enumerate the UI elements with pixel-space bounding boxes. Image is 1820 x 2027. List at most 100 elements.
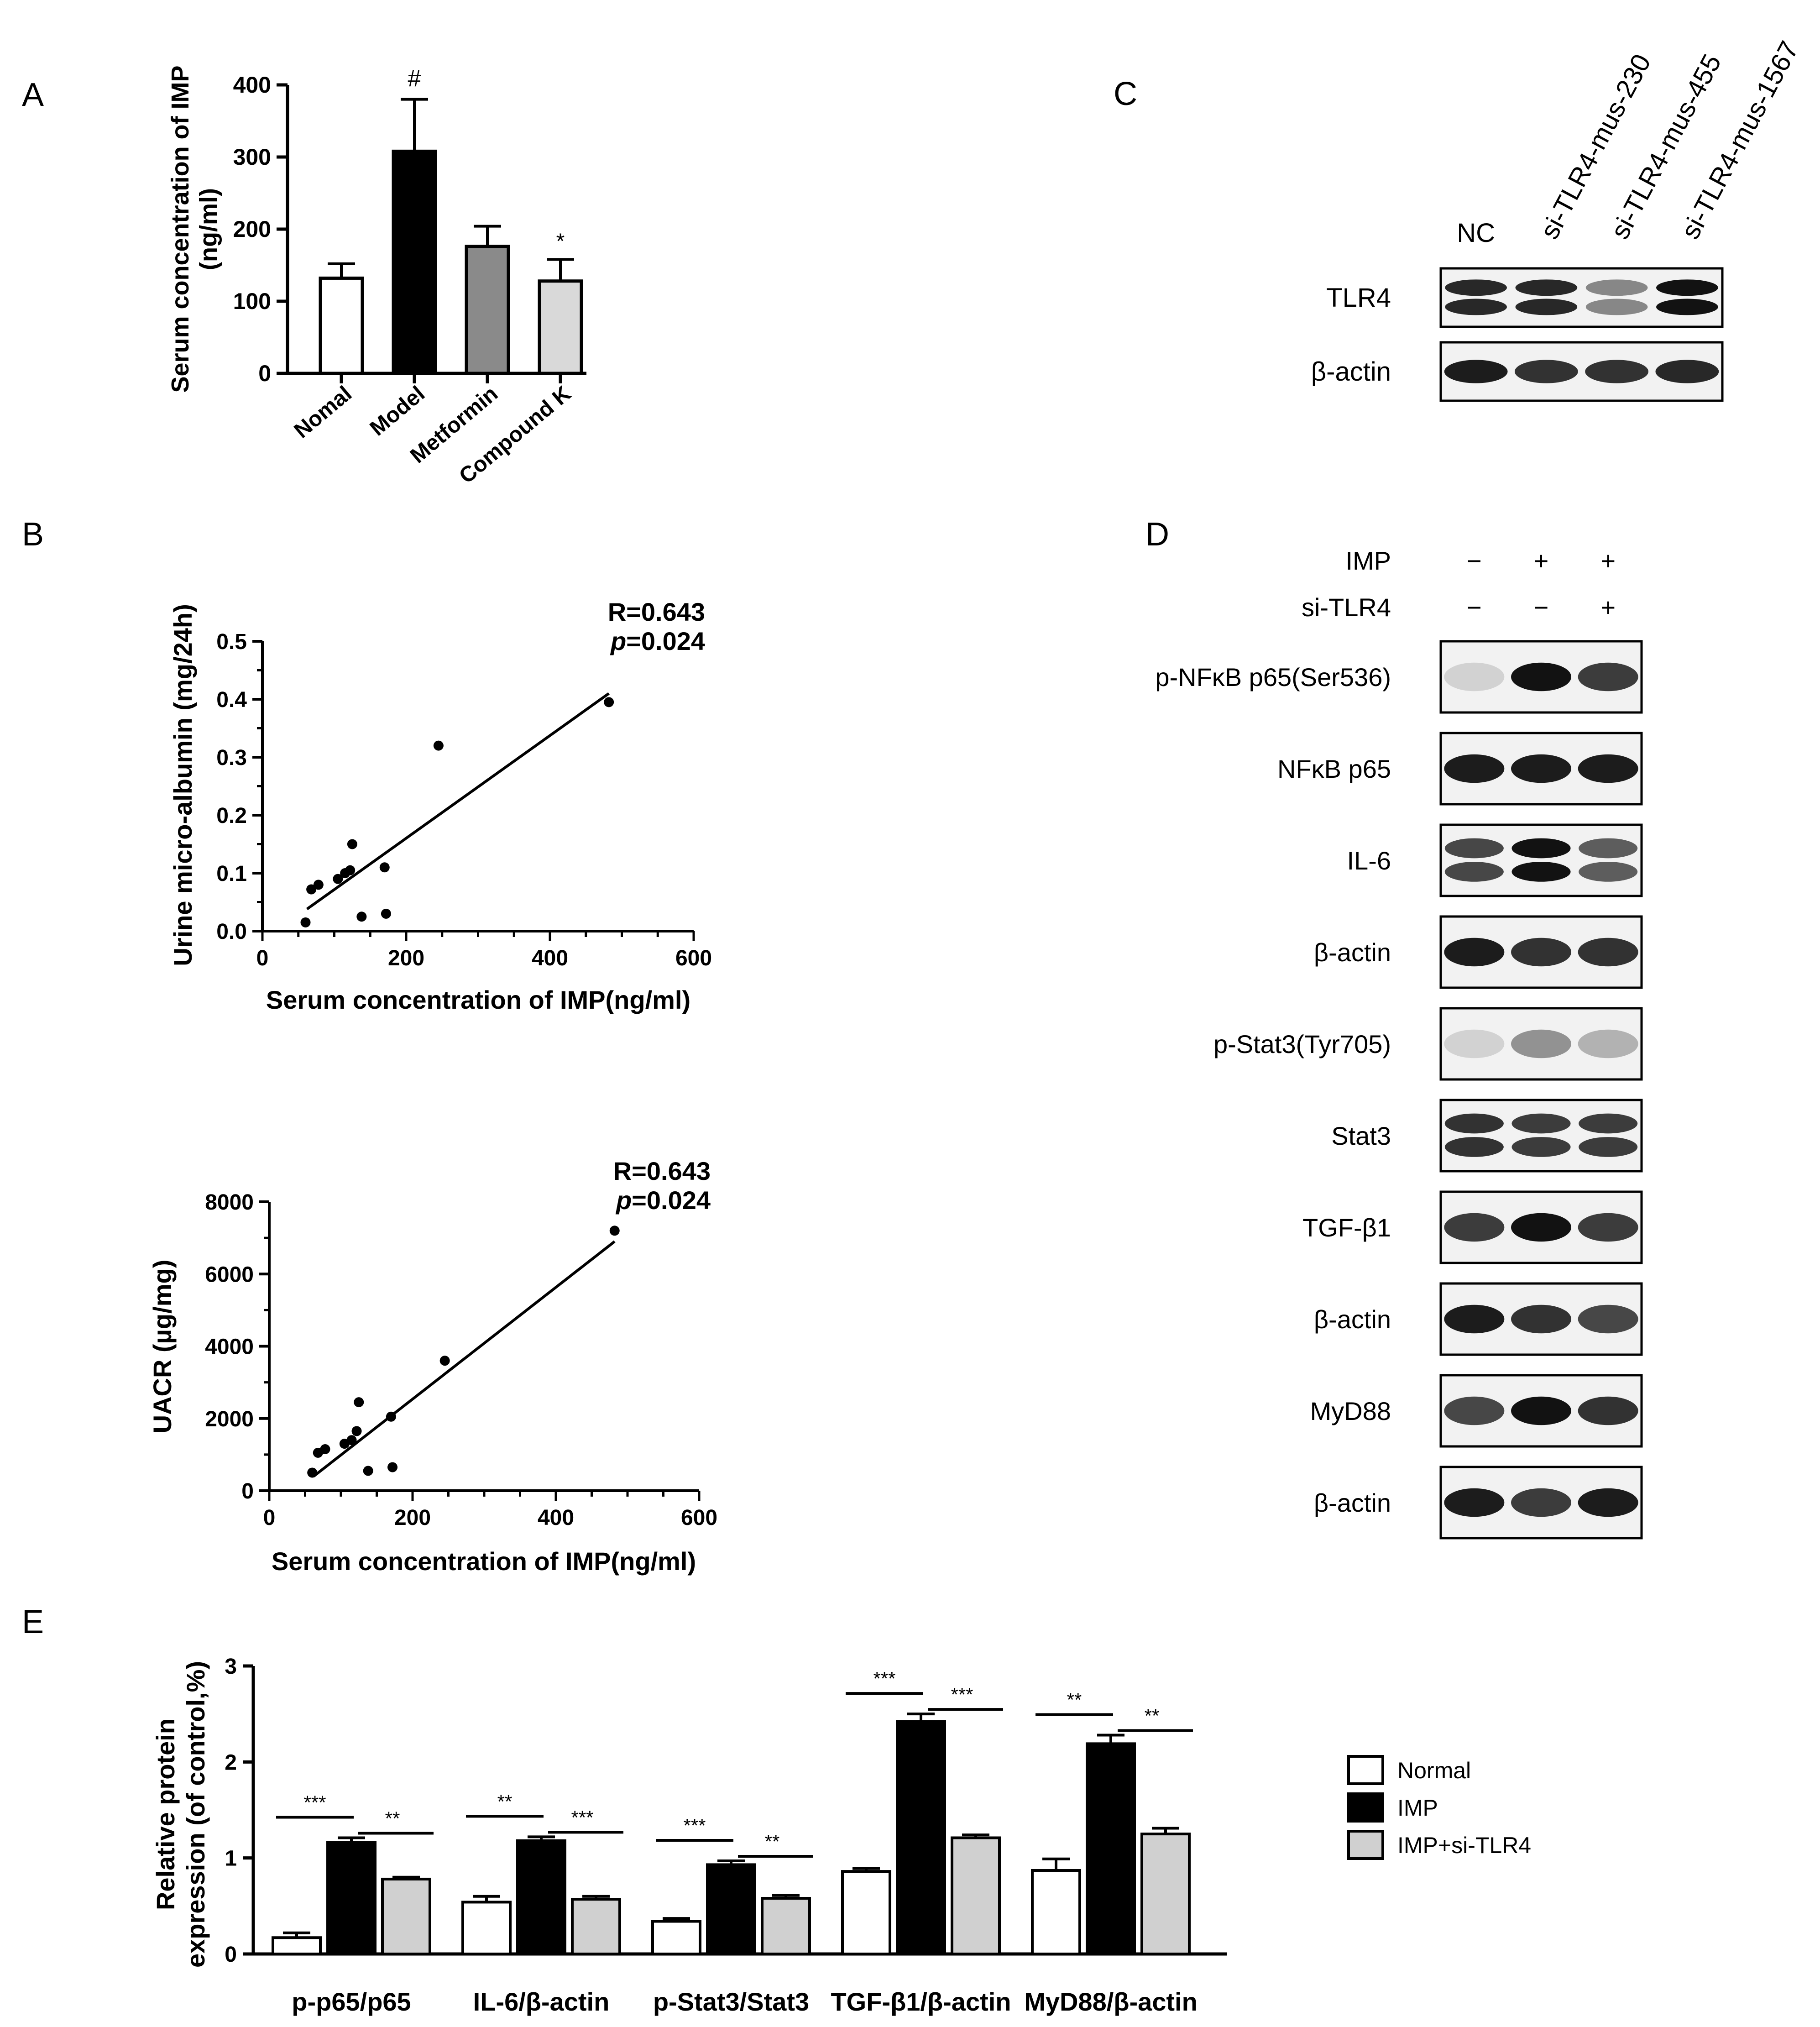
blot-band (1585, 299, 1648, 315)
blot-band (1444, 838, 1504, 859)
panel-a-bar-chart: 0100200300400Nomal#ModelMetformin*Compou… (167, 65, 586, 488)
significance-mark: ** (385, 1807, 400, 1829)
bar (1086, 1742, 1136, 1956)
legend-label: IMP+si-TLR4 (1397, 1833, 1531, 1858)
bar (272, 1936, 322, 1955)
blot-band (1578, 1029, 1638, 1058)
panel-label-e: E (22, 1604, 44, 1640)
y-tick-label: 0 (241, 1479, 254, 1503)
correlation-r: R=0.643 (613, 1157, 711, 1185)
blot-band (1444, 1304, 1505, 1334)
blot-band (1511, 1213, 1571, 1242)
blot-band (1656, 299, 1718, 315)
blot-band (1585, 279, 1648, 296)
correlation-r: R=0.643 (608, 597, 705, 626)
condition-value: + (1600, 546, 1616, 575)
blot-strip (1439, 267, 1724, 328)
panel-d-western-blot: IMP − + + si-TLR4 − − + p-NFκB p65(Ser536) NFκB p… (1155, 546, 1643, 1540)
bar (761, 1897, 811, 1956)
blot-band (1515, 299, 1578, 315)
significance-mark: *** (873, 1668, 895, 1689)
significance-mark: ** (765, 1831, 780, 1852)
y-axis-label-unit: expression (of control,%) (181, 1661, 210, 1968)
data-point (604, 697, 614, 707)
bar (706, 1863, 756, 1955)
blot-band (1656, 279, 1718, 296)
blot-band (1578, 662, 1638, 691)
panel-c-western-blot: NC si-TLR4-mus-230si-TLR4-mus-455si-TLR4-… (1311, 37, 1804, 402)
y-axis-label: UACR (µg/mg) (148, 1260, 177, 1434)
data-point (351, 1426, 362, 1436)
blot-band (1445, 299, 1507, 315)
bar (651, 1920, 701, 1956)
significance-mark: *** (683, 1815, 706, 1836)
data-point (433, 740, 444, 751)
x-tick-label: 400 (532, 946, 568, 970)
x-tick-label: p-Stat3/Stat3 (653, 1987, 809, 2016)
legend-swatch (1347, 1792, 1384, 1823)
blot-band (1579, 862, 1638, 882)
data-point (386, 1411, 396, 1422)
x-tick-label: 200 (388, 946, 424, 970)
condition-value: + (1534, 546, 1549, 575)
panel-b-scatter-uacr: 0 2000 4000 6000 8000 0 200 400 600 Serum concent… (148, 1157, 717, 1576)
data-point (356, 911, 367, 922)
y-axis-label: Relative protein (151, 1718, 180, 1910)
condition-value: − (1467, 593, 1482, 622)
x-tick-label: 400 (538, 1506, 574, 1530)
blot-band (1444, 1396, 1505, 1425)
blot-row-label: β-actin (1314, 1305, 1391, 1334)
data-point (347, 839, 357, 849)
significance-mark: * (556, 229, 565, 253)
data-point (379, 862, 390, 873)
blot-strip (1439, 1374, 1643, 1448)
blot-band (1444, 662, 1505, 691)
y-tick-label: 100 (233, 288, 271, 314)
panel-label-b: B (22, 516, 44, 553)
y-tick-label: 0.5 (216, 630, 247, 654)
blot-row-label: MyD88 (1310, 1397, 1391, 1425)
blot-band (1444, 1213, 1505, 1242)
p-value-number: =0.024 (626, 627, 705, 655)
blot-band (1578, 1488, 1638, 1517)
bar (1140, 1833, 1191, 1955)
y-tick-label: 0.2 (216, 804, 247, 828)
y-axis-label-unit: (ng/ml) (195, 188, 222, 270)
panel-label-d: D (1145, 516, 1169, 553)
y-tick-label: 0 (258, 361, 271, 386)
data-point (609, 1226, 620, 1236)
bar (538, 279, 583, 375)
y-tick-label: 300 (233, 144, 271, 170)
y-tick-label: 0.3 (216, 746, 247, 770)
blot-band (1511, 938, 1571, 967)
blot-band (1578, 1396, 1638, 1425)
data-point (306, 884, 317, 895)
x-axis-label: Serum concentration of IMP(ng/ml) (266, 985, 690, 1014)
y-tick-label: 8000 (205, 1190, 254, 1215)
blot-row-label: p-Stat3(Tyr705) (1213, 1030, 1391, 1058)
y-tick-label: 0 (225, 1943, 237, 1967)
significance-mark: ** (1067, 1689, 1082, 1710)
blot-band (1579, 1113, 1638, 1134)
x-tick-label: 0 (263, 1506, 276, 1530)
blot-band (1578, 938, 1638, 967)
blot-strip (1439, 1466, 1643, 1540)
y-tick-label: 2 (225, 1750, 237, 1775)
blot-strip (1439, 640, 1643, 714)
blot-band (1578, 1304, 1638, 1334)
blot-band (1444, 938, 1505, 967)
blot-band (1444, 1029, 1505, 1058)
y-axis-label: Serum concentration of IMP (167, 65, 194, 393)
x-tick-label: TGF-β1/β-actin (831, 1987, 1011, 2016)
legend-swatch (1347, 1830, 1384, 1860)
y-tick-label: 0.1 (216, 862, 247, 886)
data-point (354, 1397, 364, 1408)
blot-band (1511, 754, 1571, 783)
blot-strip (1439, 823, 1643, 897)
legend: Normal IMP IMP+si-TLR4 (1347, 1755, 1531, 1860)
blot-band (1579, 1137, 1638, 1157)
blot-row-label: IL-6 (1347, 846, 1391, 875)
panel-b-scatter-albumin: 0.0 0.1 0.2 0.3 0.4 0.5 0 200 400 600 Serum concen… (168, 597, 712, 1014)
data-point (345, 865, 356, 875)
blot-band (1511, 662, 1571, 691)
